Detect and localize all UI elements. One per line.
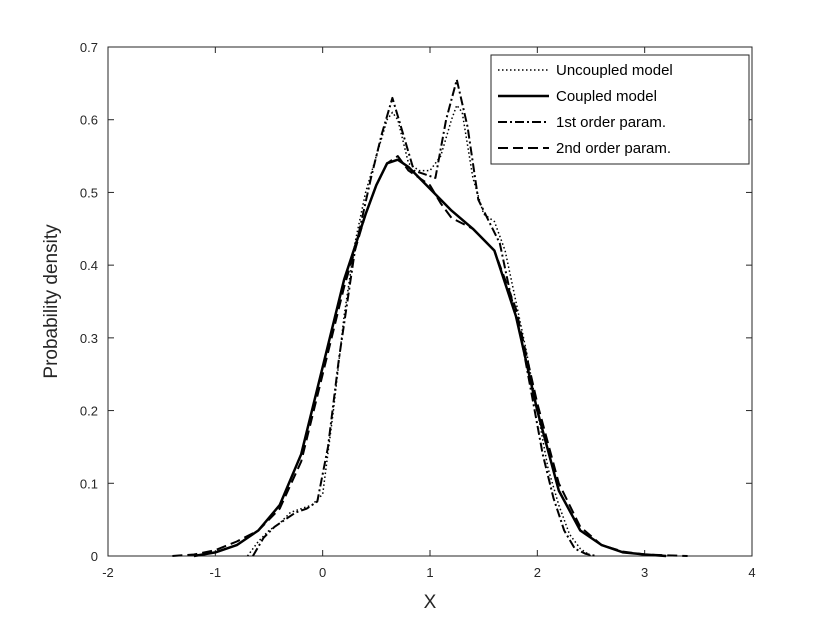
- axis-ticks: -2 -1 0 1 2 3 4 0 0.1 0.2 0.3 0.4 0.5 0.6 0.7: [80, 40, 756, 580]
- legend-label: Coupled model: [556, 88, 657, 105]
- legend: Uncoupled model Coupled model 1st order pa…: [490, 54, 750, 165]
- x-tick-label: 1: [426, 565, 433, 580]
- y-tick-label: 0.6: [80, 113, 98, 128]
- y-tick-label: 0.4: [80, 258, 98, 273]
- legend-label: 2nd order param.: [556, 140, 671, 157]
- series-line-4: [172, 155, 688, 557]
- y-tick-label: 0: [91, 549, 98, 564]
- legend-label: Uncoupled model: [556, 62, 673, 79]
- legend-label: 1st order param.: [556, 114, 666, 131]
- x-tick-label: -2: [102, 565, 114, 580]
- y-tick-label: 0.2: [80, 404, 98, 419]
- x-tick-label: 0: [319, 565, 326, 580]
- x-axis-label: X: [424, 592, 437, 613]
- x-tick-label: 3: [641, 565, 648, 580]
- series-line-2: [193, 158, 667, 558]
- x-tick-label: 2: [534, 565, 541, 580]
- x-tick-label: -1: [210, 565, 222, 580]
- legend-box: [490, 54, 750, 165]
- y-tick-label: 0.5: [80, 185, 98, 200]
- y-axis-label: Probability density: [41, 224, 62, 379]
- y-tick-label: 0.1: [80, 476, 98, 491]
- series-line-1: [246, 104, 592, 557]
- y-tick-label: 0.7: [80, 40, 98, 55]
- y-tick-label: 0.3: [80, 331, 98, 346]
- x-tick-label: 4: [748, 565, 755, 580]
- series-line-3: [252, 78, 597, 557]
- series-lines: [172, 78, 688, 558]
